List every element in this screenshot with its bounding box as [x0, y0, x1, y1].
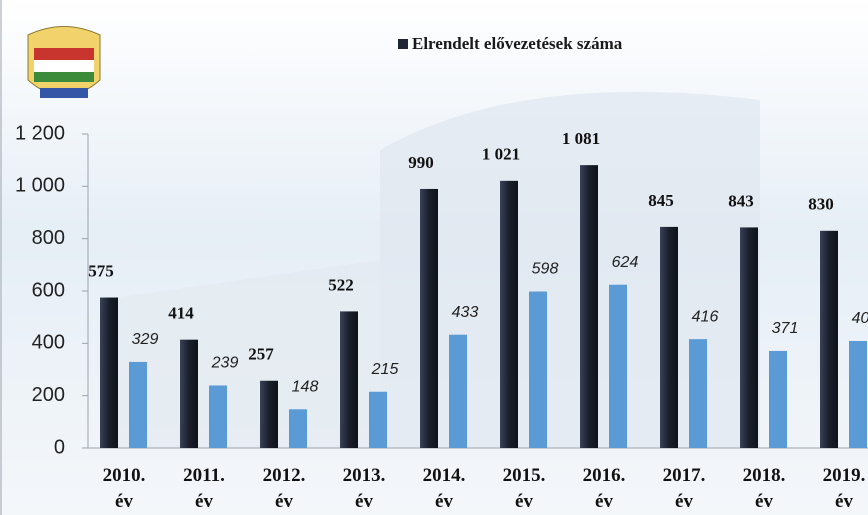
y-tick-label: 1 000	[15, 175, 65, 197]
x-tick-label: 2016. év	[583, 465, 626, 512]
x-tick-label-line: 2012.	[263, 465, 306, 486]
bar	[129, 361, 147, 448]
x-tick-label-line: 2011.	[183, 465, 225, 486]
x-tick-label-line: 2017.	[663, 465, 706, 486]
bar	[289, 409, 307, 448]
bar	[529, 291, 547, 448]
data-label: 624	[612, 254, 639, 271]
logo	[27, 26, 101, 98]
legend-marker	[398, 39, 408, 49]
data-label: 598	[532, 261, 559, 278]
data-label: 1 081	[562, 129, 600, 148]
y-tick-label: 600	[32, 279, 65, 301]
data-label: 239	[211, 355, 239, 372]
x-tick-label-line: év	[515, 491, 533, 512]
data-label: 257	[248, 345, 274, 364]
x-tick-label-line: 2018.	[743, 465, 786, 486]
x-tick-label-line: év	[435, 491, 453, 512]
bar	[260, 380, 278, 448]
x-tick-label-line: 2015.	[503, 465, 546, 486]
bar	[369, 391, 387, 448]
bar	[100, 297, 118, 448]
x-tick-label-line: év	[675, 491, 693, 512]
bar	[740, 227, 758, 448]
x-tick-label-line: év	[195, 491, 213, 512]
x-tick-label-line: 2010.	[103, 465, 146, 486]
y-tick-label: 0	[54, 436, 65, 458]
x-tick-label-line: év	[275, 491, 293, 512]
x-tick-label: 2012. év	[263, 465, 306, 512]
x-tick-label: 2010. év	[103, 465, 146, 512]
x-tick-label-line: 2014.	[423, 465, 466, 486]
bar	[769, 350, 787, 448]
bar	[420, 188, 438, 448]
data-label: 215	[371, 361, 399, 378]
x-tick-label-line: év	[595, 491, 613, 512]
bar	[340, 311, 358, 448]
x-tick-label-line: év	[755, 491, 773, 512]
data-label: 416	[692, 308, 719, 325]
x-tick-label-line: év	[835, 491, 853, 512]
y-tick-label: 1 200	[15, 122, 65, 144]
bar	[609, 284, 627, 448]
x-tick-label-line: 2016.	[583, 465, 626, 486]
y-tick-label: 200	[32, 384, 65, 406]
data-label: 845	[648, 191, 674, 210]
x-tick-label: 2018. év	[743, 465, 786, 512]
data-label: 329	[132, 331, 159, 348]
x-tick-label: 2015. év	[503, 465, 546, 512]
x-tick-label: 2011. év	[183, 465, 225, 512]
data-label: 843	[728, 191, 754, 210]
bar	[449, 334, 467, 448]
x-tick-label-line: 2019.	[823, 465, 866, 486]
x-tick-label: 2014. év	[423, 465, 466, 512]
data-label: 414	[168, 304, 194, 323]
x-tick-label: 2013. év	[343, 465, 386, 512]
data-label: 575	[88, 261, 114, 280]
bar	[660, 226, 678, 448]
data-label: 522	[328, 275, 354, 294]
x-tick-label: 2017. év	[663, 465, 706, 512]
bar	[209, 385, 227, 448]
data-label: 409	[852, 310, 868, 327]
bar	[820, 230, 838, 448]
data-label: 990	[408, 153, 434, 172]
bar	[580, 165, 598, 448]
x-tick-label-line: év	[115, 491, 133, 512]
data-label: 371	[772, 320, 799, 337]
bar	[500, 180, 518, 449]
y-tick-label: 800	[32, 227, 65, 249]
y-tick-label: 400	[32, 332, 65, 354]
x-tick-label-line: 2013.	[343, 465, 386, 486]
bar	[689, 339, 707, 448]
legend-label: Elrendelt elővezetések száma	[412, 34, 623, 53]
data-label: 1 021	[482, 145, 520, 164]
x-tick-label: 2019. év	[823, 465, 866, 512]
data-label: 830	[808, 195, 834, 214]
bar	[849, 340, 867, 448]
bar	[180, 339, 198, 448]
x-tick-label-line: év	[355, 491, 373, 512]
data-label: 148	[292, 378, 319, 395]
data-label: 433	[452, 304, 479, 321]
background-building	[100, 260, 380, 448]
